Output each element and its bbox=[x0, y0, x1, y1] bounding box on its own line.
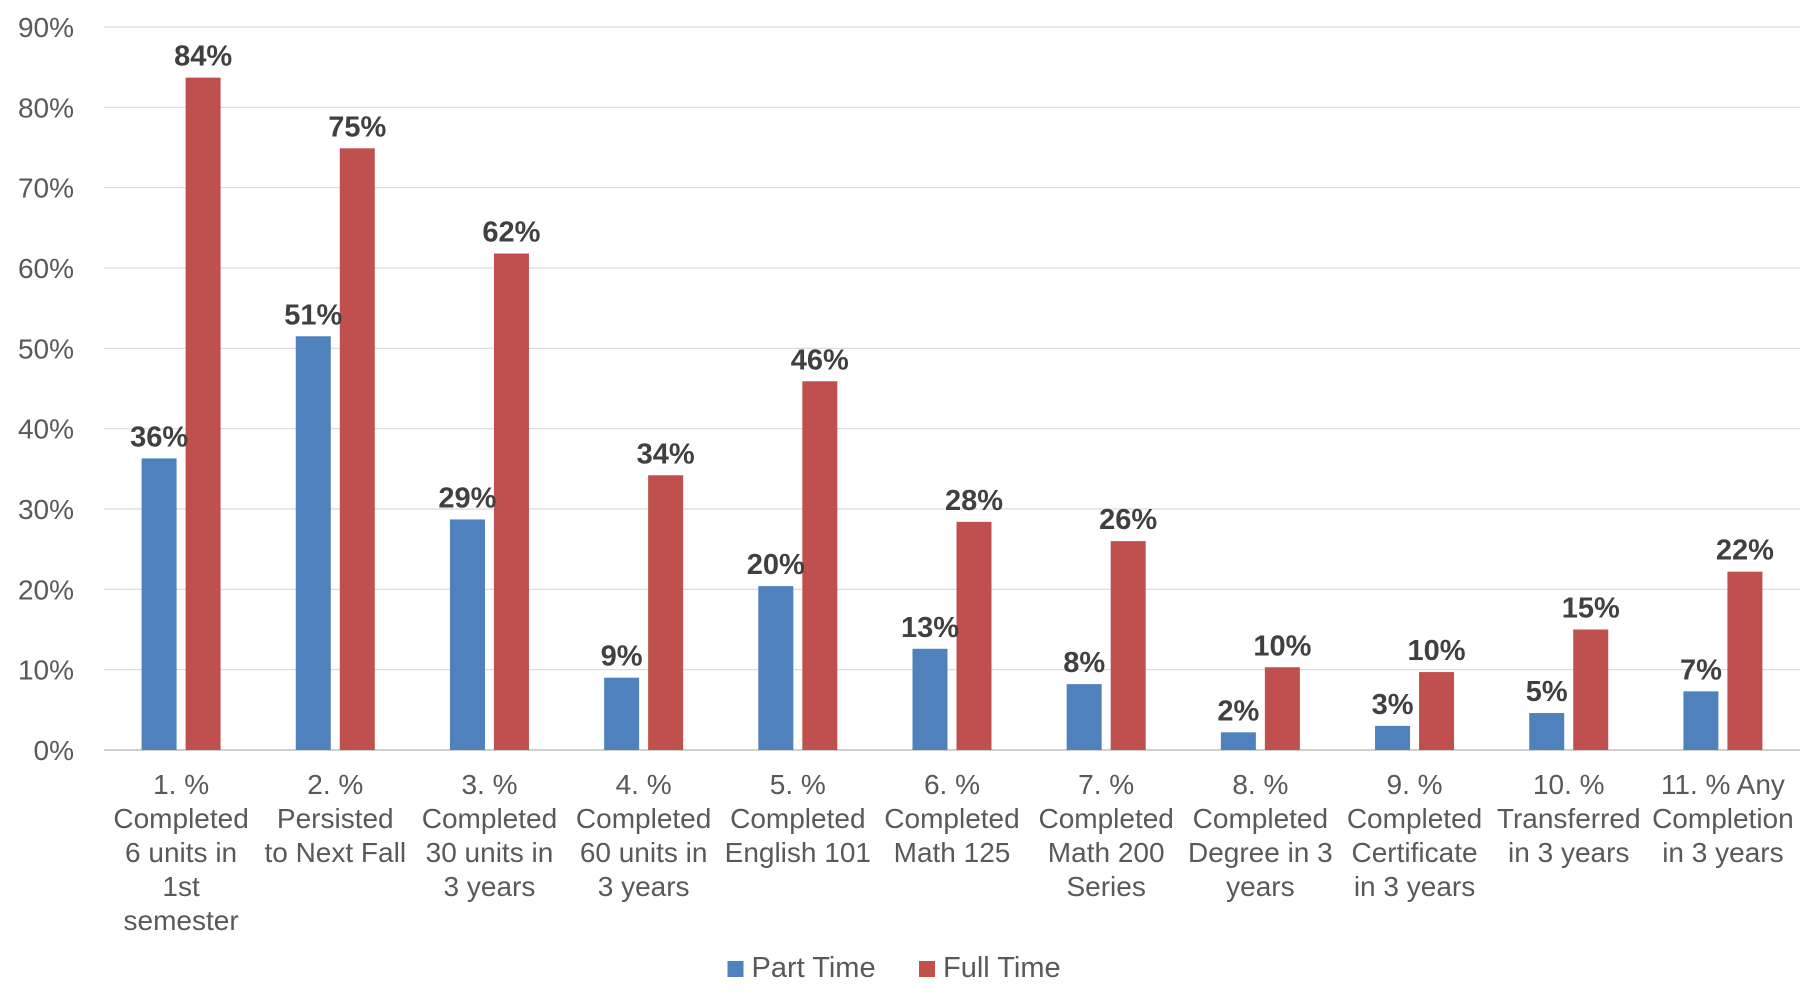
data-label: 84% bbox=[174, 41, 232, 73]
data-label: 9% bbox=[601, 641, 643, 673]
x-tick-label: 11. % Any Completion in 3 years bbox=[1652, 769, 1794, 868]
legend-label: Part Time bbox=[752, 952, 876, 984]
gridlines bbox=[104, 26, 1800, 751]
bar-part-time bbox=[141, 458, 177, 750]
bar-part-time bbox=[1220, 732, 1256, 750]
data-label: 36% bbox=[130, 421, 188, 453]
data-label: 75% bbox=[328, 111, 386, 143]
x-tick-label: 10. % Transferred in 3 years bbox=[1497, 769, 1641, 868]
y-tick-label: 70% bbox=[18, 173, 74, 204]
data-label: 29% bbox=[438, 482, 496, 514]
data-label: 3% bbox=[1372, 689, 1414, 721]
data-label: 51% bbox=[284, 299, 342, 331]
data-label: 46% bbox=[791, 344, 849, 376]
data-label: 22% bbox=[1716, 535, 1774, 567]
legend-swatch bbox=[727, 961, 744, 977]
bar-part-time bbox=[604, 677, 640, 750]
data-label: 34% bbox=[637, 438, 695, 470]
data-label: 7% bbox=[1680, 654, 1722, 686]
bar-full-time bbox=[956, 521, 992, 750]
data-label: 8% bbox=[1063, 647, 1105, 679]
data-label: 13% bbox=[901, 612, 959, 644]
bar-part-time bbox=[295, 336, 331, 750]
y-tick-label: 10% bbox=[18, 655, 74, 686]
legend-swatch bbox=[919, 961, 935, 977]
bar-full-time bbox=[1727, 571, 1763, 750]
y-tick-label: 20% bbox=[18, 574, 74, 605]
x-tick-label: 7. % Completed Math 200 Series bbox=[1038, 769, 1173, 902]
bar-part-time bbox=[1375, 725, 1411, 750]
x-tick-label: 8. % Completed Degree in 3 years bbox=[1188, 769, 1333, 902]
x-tick-label: 6. % Completed Math 125 bbox=[884, 769, 1019, 868]
data-labels: 36% 84% 51% 75% 29% 62% 9% 34% 20% 46% 13% 28% 8% 26%… bbox=[130, 41, 1774, 728]
data-label: 10% bbox=[1253, 630, 1311, 662]
bar-part-time bbox=[758, 586, 794, 750]
bar-full-time bbox=[1264, 667, 1300, 750]
bars bbox=[141, 77, 1763, 751]
bar-full-time bbox=[185, 77, 221, 751]
bar-part-time bbox=[1683, 691, 1719, 750]
data-label: 5% bbox=[1526, 676, 1568, 708]
x-tick-label: 5. % Completed English 101 bbox=[725, 769, 871, 868]
y-tick-label: 90% bbox=[18, 12, 74, 43]
data-label: 28% bbox=[945, 485, 1003, 517]
bar-part-time bbox=[1529, 713, 1565, 750]
data-label: 62% bbox=[482, 217, 540, 249]
x-tick-label: 9. % Completed Certificate in 3 years bbox=[1347, 769, 1482, 902]
x-tick-label: 1. % Completed 6 units in 1st semester bbox=[113, 769, 248, 936]
bar-full-time bbox=[648, 475, 684, 750]
y-tick-label: 80% bbox=[18, 92, 74, 123]
x-tick-label: 3. % Completed 30 units in 3 years bbox=[422, 769, 557, 902]
x-tick-label: 2. % Persisted to Next Fall bbox=[264, 769, 406, 868]
bar-full-time bbox=[1573, 629, 1609, 750]
bar-full-time bbox=[1419, 672, 1455, 750]
y-tick-label: 50% bbox=[18, 333, 74, 364]
bar-part-time bbox=[449, 519, 485, 750]
bar-full-time bbox=[1110, 541, 1146, 750]
x-tick-label: 4. % Completed 60 units in 3 years bbox=[576, 769, 711, 902]
y-tick-label: 60% bbox=[18, 253, 74, 284]
y-tick-label: 0% bbox=[34, 735, 74, 766]
bar-full-time bbox=[339, 148, 375, 750]
data-label: 26% bbox=[1099, 504, 1157, 536]
y-axis-ticks: 0% 10% 20% 30% 40% 50% 60% 70% 80% 90% bbox=[18, 12, 74, 766]
data-label: 2% bbox=[1217, 695, 1259, 727]
y-tick-label: 30% bbox=[18, 494, 74, 525]
bar-full-time bbox=[802, 381, 838, 750]
data-label: 10% bbox=[1408, 635, 1466, 667]
bar-part-time bbox=[1066, 684, 1102, 750]
legend-label: Full Time bbox=[943, 952, 1061, 984]
data-label: 20% bbox=[747, 549, 805, 581]
bar-full-time bbox=[493, 253, 529, 751]
legend: Part Time Full Time bbox=[727, 952, 1061, 984]
y-tick-label: 40% bbox=[18, 414, 74, 445]
bar-part-time bbox=[912, 648, 948, 750]
data-label: 15% bbox=[1562, 593, 1620, 625]
